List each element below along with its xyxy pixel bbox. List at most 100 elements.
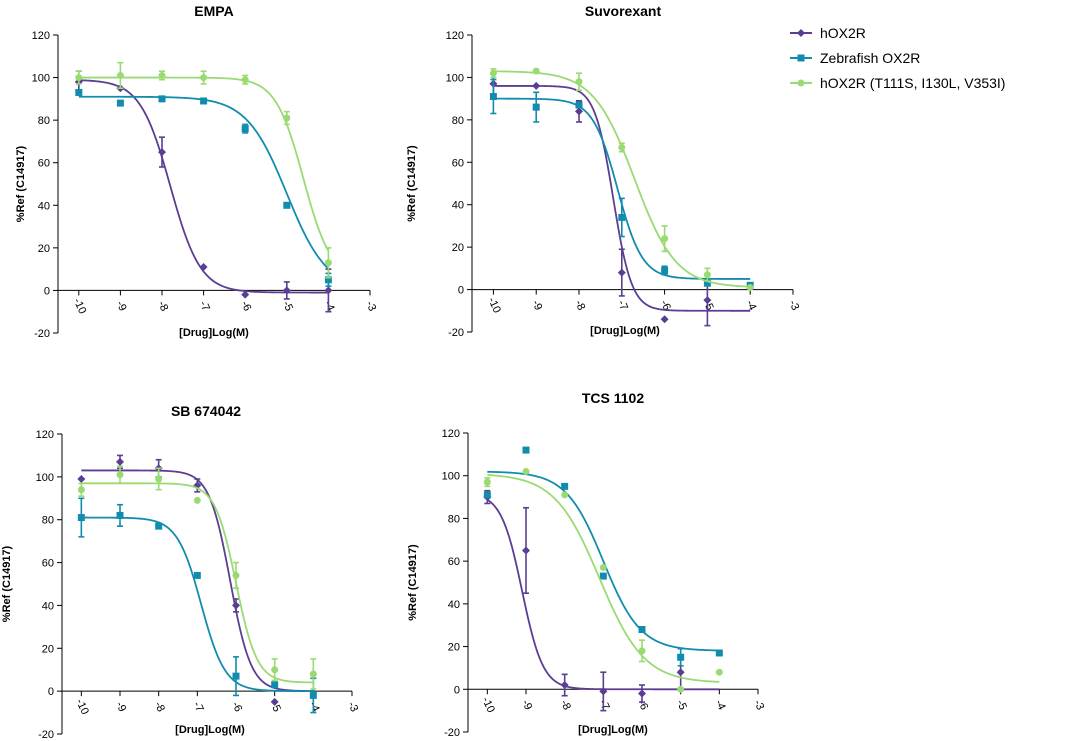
data-point xyxy=(703,296,712,305)
data-point xyxy=(676,668,685,677)
panel-sb-674042: SB 674042 -20 0 20 40 60 80 100 120 %Ref (C14917)… xyxy=(1,403,360,741)
data-point xyxy=(232,672,240,680)
data-point xyxy=(155,522,163,530)
chart-title: Suvorexant xyxy=(585,3,662,19)
data-point xyxy=(532,67,540,75)
data-point xyxy=(638,647,646,655)
series-zebrafish-ox2r xyxy=(75,88,332,287)
y-tick-label: -20 xyxy=(34,328,50,340)
legend: hOX2R Zebrafish OX2R hOX2R (T111S, I130L… xyxy=(790,25,1005,91)
data-point xyxy=(661,235,669,243)
x-tick-label: -6 xyxy=(635,698,650,712)
y-tick-label: 40 xyxy=(452,200,464,212)
y-tick-label: 80 xyxy=(42,515,54,527)
y-tick-label: 0 xyxy=(454,684,460,696)
legend-marker-hox2r-mutant xyxy=(797,79,805,87)
data-point xyxy=(155,475,163,483)
x-tick-label: -10 xyxy=(485,296,503,315)
data-point xyxy=(599,687,608,696)
data-point xyxy=(489,93,497,101)
data-point xyxy=(241,125,249,133)
data-point xyxy=(715,668,723,676)
y-tick-label: -20 xyxy=(448,327,464,339)
data-point xyxy=(158,71,166,79)
y-tick-label: 80 xyxy=(448,513,460,525)
x-tick-label: -9 xyxy=(113,700,128,714)
data-point xyxy=(200,74,208,82)
data-point xyxy=(638,689,646,698)
data-point xyxy=(746,283,754,291)
x-tick-label: -10 xyxy=(479,695,497,714)
y-tick-label: 20 xyxy=(42,643,54,655)
panel-tcs-1102: TCS 1102 -20 0 20 40 60 80 100 120 %Ref (C14917) -… xyxy=(407,390,766,739)
x-tick-label: -8 xyxy=(558,698,573,712)
data-point xyxy=(116,471,124,479)
x-tick-label: -10 xyxy=(71,296,89,315)
data-point xyxy=(75,74,83,82)
data-point xyxy=(522,467,530,475)
data-point xyxy=(241,76,249,84)
fit-curve xyxy=(78,95,330,270)
data-point xyxy=(483,491,491,499)
x-tick-label: -5 xyxy=(280,299,295,313)
x-tick-label: -7 xyxy=(197,299,212,313)
data-point xyxy=(193,496,201,504)
y-tick-label: 100 xyxy=(442,471,460,483)
y-tick-label: 60 xyxy=(448,556,460,568)
data-point xyxy=(532,81,541,90)
fit-curve xyxy=(486,498,720,691)
fit-curve xyxy=(78,79,329,294)
x-tick-label: -3 xyxy=(345,700,360,714)
data-point xyxy=(324,286,333,295)
x-tick-label: -6 xyxy=(229,700,244,714)
data-point xyxy=(618,213,626,221)
data-point xyxy=(575,101,583,109)
x-tick-label: -10 xyxy=(73,697,91,716)
data-point xyxy=(158,95,166,103)
data-point xyxy=(232,601,240,610)
y-tick-label: 20 xyxy=(448,642,460,654)
data-point xyxy=(715,649,723,657)
y-tick-label: -20 xyxy=(38,729,54,741)
data-point xyxy=(561,482,569,490)
data-point xyxy=(116,511,124,519)
data-point xyxy=(575,107,583,116)
data-point xyxy=(617,268,626,277)
y-tick-label: 120 xyxy=(442,428,460,440)
data-point xyxy=(575,78,583,86)
y-tick-label: 20 xyxy=(38,243,50,255)
y-tick-label: 120 xyxy=(32,30,50,42)
data-point xyxy=(560,681,569,690)
y-tick-label: 0 xyxy=(458,285,464,297)
y-tick-label: 60 xyxy=(452,157,464,169)
data-point xyxy=(116,457,124,466)
y-tick-label: 80 xyxy=(38,115,50,127)
data-point xyxy=(599,564,607,572)
y-axis-label: %Ref (C14917) xyxy=(406,145,418,222)
y-tick-label: 80 xyxy=(452,115,464,127)
data-point xyxy=(561,491,569,499)
data-point xyxy=(677,653,685,661)
data-point xyxy=(660,315,669,324)
data-point xyxy=(77,486,85,494)
data-point xyxy=(532,103,540,111)
data-point xyxy=(77,475,86,483)
y-tick-label: 40 xyxy=(42,600,54,612)
x-tick-label: -7 xyxy=(615,298,630,312)
x-tick-label: -3 xyxy=(751,698,766,712)
y-tick-label: 0 xyxy=(44,285,50,297)
data-point xyxy=(77,514,85,522)
fit-curve xyxy=(487,470,720,652)
data-point xyxy=(283,201,291,209)
data-point xyxy=(324,259,332,267)
data-point xyxy=(638,625,646,633)
x-tick-label: -8 xyxy=(572,298,587,312)
data-point xyxy=(483,478,491,486)
series-hox2r-t111s-i130l-v353i xyxy=(77,465,317,690)
y-tick-label: 100 xyxy=(32,73,50,85)
x-tick-label: -5 xyxy=(268,700,283,714)
y-tick-label: 0 xyxy=(48,686,54,698)
data-point xyxy=(75,88,83,96)
data-point xyxy=(271,666,279,674)
data-point xyxy=(599,572,607,580)
